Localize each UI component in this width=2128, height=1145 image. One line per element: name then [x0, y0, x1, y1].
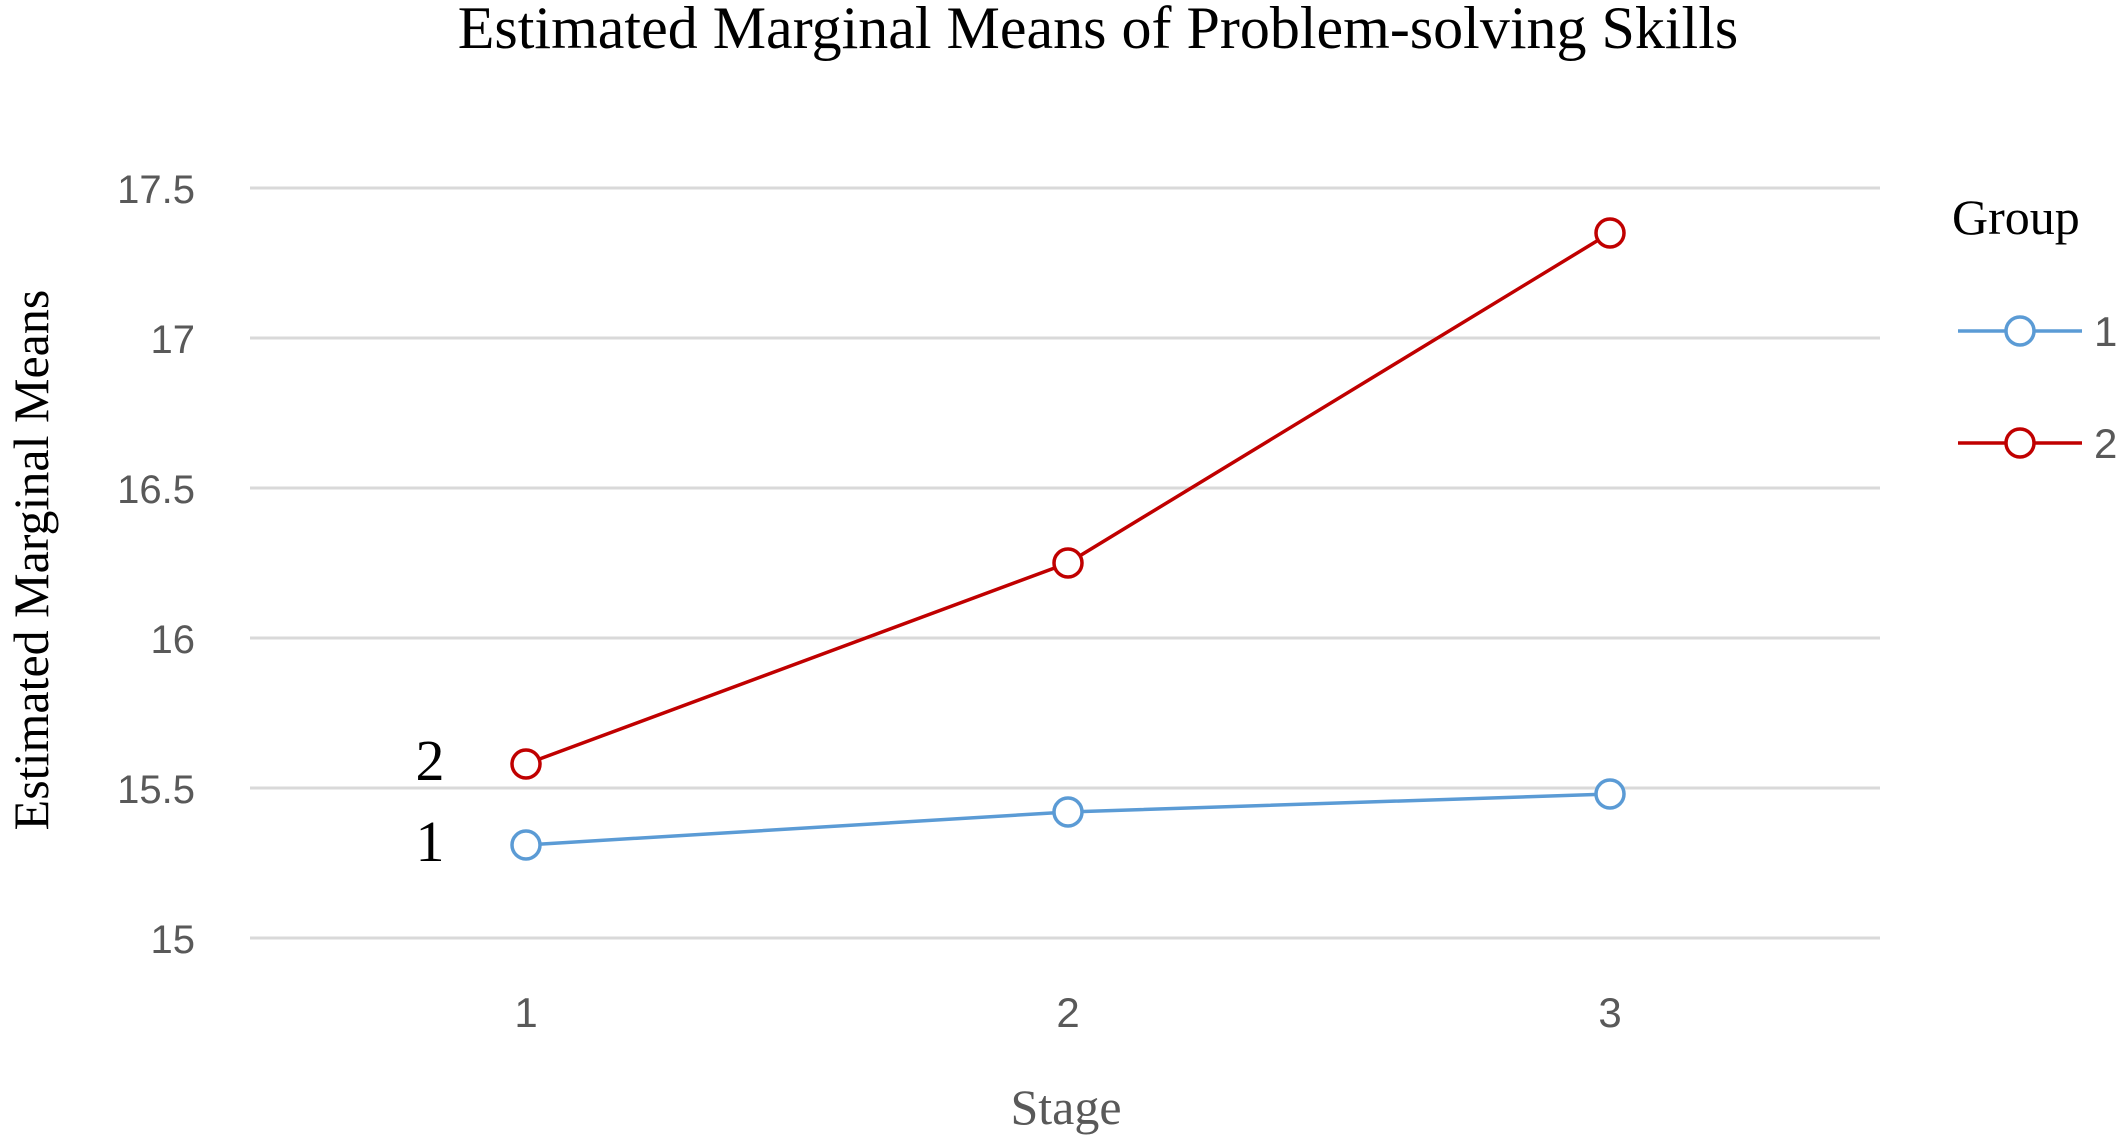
data-point — [1594, 778, 1626, 810]
data-point — [1052, 796, 1084, 828]
x-tick-label: 1 — [514, 989, 537, 1036]
legend-marker — [2004, 315, 2036, 347]
legend: Group 1 2 — [1952, 189, 2117, 467]
legend-label: 2 — [2094, 420, 2117, 467]
x-axis-label: Stage — [1010, 1079, 1121, 1135]
y-tick-labels: 15 15.5 16 16.5 17 17.5 — [117, 168, 195, 962]
data-point — [1594, 217, 1626, 249]
chart-title: Estimated Marginal Means of Problem-solv… — [458, 0, 1738, 61]
data-point — [510, 829, 542, 861]
series-end-label: 2 — [416, 728, 445, 793]
x-tick-labels: 1 2 3 — [514, 989, 1621, 1036]
data-point — [510, 748, 542, 780]
legend-marker — [2004, 427, 2036, 459]
y-axis-label: Estimated Marginal Means — [3, 290, 59, 831]
series-group: 12 — [416, 217, 1626, 874]
y-tick-label: 15.5 — [117, 768, 195, 812]
legend-label: 1 — [2094, 308, 2117, 355]
data-point — [1052, 547, 1084, 579]
y-tick-label: 17 — [151, 318, 196, 362]
y-tick-label: 16.5 — [117, 468, 195, 512]
x-tick-label: 3 — [1598, 989, 1621, 1036]
y-tick-label: 15 — [151, 918, 196, 962]
legend-title: Group — [1952, 189, 2080, 245]
series-end-label: 1 — [416, 809, 445, 874]
x-tick-label: 2 — [1056, 989, 1079, 1036]
series-line-2 — [525, 231, 1611, 766]
gridlines — [250, 186, 1880, 940]
y-tick-label: 17.5 — [117, 168, 195, 212]
y-tick-label: 16 — [151, 618, 196, 662]
